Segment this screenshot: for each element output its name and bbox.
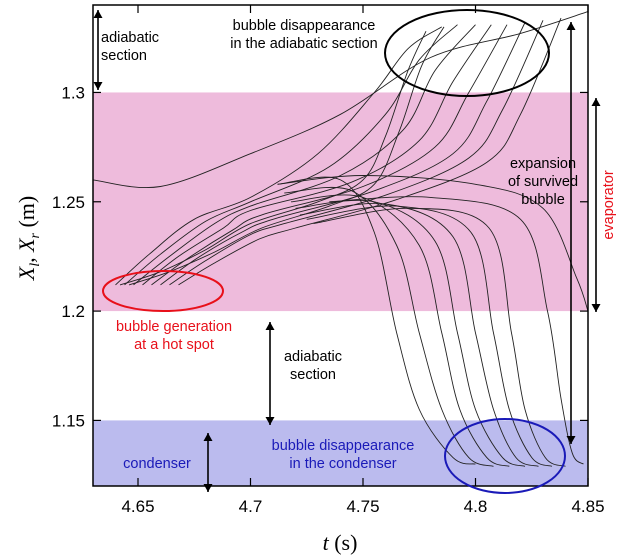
- x-axis-title-unit: (s): [329, 530, 358, 555]
- trajectory-9: [329, 196, 584, 465]
- trajectory-11: [124, 24, 458, 286]
- trajectory-curves: [92, 11, 589, 467]
- trajectory-10: [115, 26, 443, 286]
- region-bands: [93, 92, 588, 486]
- y-tick-label-1: 1.2: [61, 302, 85, 321]
- x-tick-label-3: 4.8: [464, 497, 488, 516]
- trajectory-12: [133, 24, 476, 286]
- ellipse-hot-spot: [102, 270, 224, 312]
- trajectory-8: [313, 207, 566, 467]
- label-bubble-disappearance-adiabatic: bubble disappearance in the adiabatic sec…: [230, 18, 378, 52]
- trajectory-2: [277, 176, 476, 465]
- label-condenser: condenser: [123, 456, 191, 472]
- y-axis-title-sep: ,: [14, 252, 39, 263]
- label-adiabatic-middle: adiabatic section: [284, 349, 342, 383]
- y-axis-title: Xl, Xr (m): [14, 196, 43, 282]
- arrow-adiabatic-top: [93, 10, 103, 90]
- annotations: adiabatic section bubble disappearance in t…: [93, 9, 617, 494]
- arrow-evaporator: [591, 98, 601, 312]
- trajectory-17: [178, 17, 562, 286]
- y-tick-label-3: 1.3: [61, 83, 85, 102]
- trajectory-16: [169, 20, 544, 286]
- y-tick-label-2: 1.25: [52, 193, 85, 212]
- y-axis-title-sub1: l: [28, 263, 43, 267]
- x-tick-label-0: 4.65: [121, 497, 154, 516]
- y-axis-title-unit: (m): [14, 196, 39, 233]
- label-evaporator: evaporator: [601, 170, 617, 239]
- y-tick-label-0: 1.15: [52, 411, 85, 430]
- trajectory-19: [128, 26, 445, 286]
- ellipse-condenser: [444, 418, 566, 494]
- ellipse-adiabatic: [384, 9, 550, 97]
- label-expansion: expansion of survived bubble: [508, 156, 578, 208]
- y-axis-title-sub2: r: [28, 232, 43, 238]
- condenser-band: [93, 420, 588, 486]
- x-tick-label-1: 4.7: [239, 497, 263, 516]
- trajectory-4: [290, 194, 510, 467]
- label-adiabatic-top: adiabatic section: [101, 30, 159, 64]
- trajectory-1: [277, 175, 589, 312]
- x-axis-title: t (s): [323, 530, 358, 555]
- x-tick-label-2: 4.75: [346, 497, 379, 516]
- trajectory-6: [299, 202, 539, 467]
- x-axis-title-var: t: [323, 530, 330, 555]
- y-axis-title-main: X: [14, 265, 39, 281]
- arrow-expansion: [566, 22, 576, 444]
- trajectory-18: [119, 31, 427, 286]
- trajectory-0: [92, 11, 589, 188]
- trajectory-13: [142, 24, 492, 286]
- x-tick-label-4: 4.85: [571, 497, 604, 516]
- y-axis-title-main-2: X: [14, 237, 39, 253]
- plot-frame: [92, 4, 589, 487]
- trajectory-7: [306, 205, 553, 467]
- trajectory-5: [295, 199, 526, 467]
- arrow-adiabatic-middle: [265, 322, 275, 425]
- arrow-condenser: [203, 433, 213, 492]
- axis-ticks: 4.65 4.7 4.75 4.8 4.85 1.15 1.2 1.25 1.3: [52, 5, 605, 516]
- label-bubble-disappearance-condenser: bubble disappearance in the condenser: [272, 438, 415, 472]
- label-bubble-generation: bubble generation at a hot spot: [116, 319, 232, 353]
